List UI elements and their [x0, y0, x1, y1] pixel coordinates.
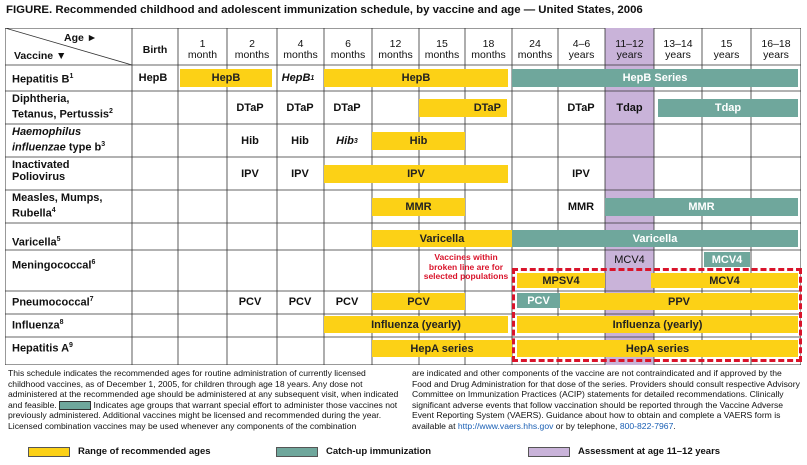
bar-dtap-15to18m: DTaP [419, 99, 507, 117]
figure-title: FIGURE. Recommended childhood and adoles… [6, 4, 643, 16]
bar-hepa-highrisk: HepA series [517, 340, 798, 357]
dose-dtap-4to6y: DTaP [567, 102, 595, 114]
dose-hepb-birth: HepB [138, 72, 168, 84]
bar-varicella-12to18m: Varicella [372, 230, 512, 247]
bar-mpsv4: MPSV4 [517, 273, 605, 288]
dose-hepb-4m: HepB 1 [281, 72, 315, 84]
dose-mcv4-11to12y: MCV4 [614, 253, 645, 266]
age-column-header: 15 months [424, 38, 460, 61]
bar-influenza-highrisk: Influenza (yearly) [517, 316, 798, 333]
bar-hepb-1to2m: HepB [180, 69, 272, 87]
footnote-left: This schedule indicates the recommended … [8, 368, 399, 431]
dose-pcv-2m: PCV [238, 296, 262, 308]
bar-influenza-6to24m: Influenza (yearly) [324, 316, 508, 333]
dose-hib-2m: Hib [241, 135, 259, 147]
vaccine-label-hib: Haemophilus influenzae type b3 [12, 126, 106, 154]
vaccine-label-mmr: Measles, Mumps, Rubella4 [12, 192, 103, 220]
age-column-header: 4–6 years [568, 38, 595, 61]
bar-varicella-catchup: Varicella [512, 230, 798, 247]
vaccine-label-hepb: Hepatitis B1 [12, 73, 74, 86]
broken-line-note: Vaccines within broken line are for sele… [423, 252, 509, 281]
selected-populations-box [512, 268, 802, 362]
bar-pcv-catchup: PCV [517, 293, 560, 308]
bar-ppv: PPV [560, 293, 798, 310]
bar-tdap-catchup: Tdap [658, 99, 798, 117]
vaccine-label-pneumococcal: Pneumococcal7 [12, 296, 94, 309]
age-column-header: 12 months [378, 38, 413, 61]
dose-ipv-4m: IPV [291, 168, 309, 180]
bar-mcv4-15y: MCV4 [704, 252, 750, 267]
vaccine-label-dtap: Diphtheria, Tetanus, Pertussis2 [12, 93, 113, 121]
bar-ipv-6to18m: IPV [324, 165, 508, 183]
dose-mmr-4to6y: MMR [567, 201, 595, 213]
age-column-header: 13–14 years [663, 38, 693, 61]
dose-ipv-4to6y: IPV [572, 168, 590, 180]
dose-dtap-4m: DTaP [286, 102, 314, 114]
age-column-header: 1 month [187, 38, 218, 61]
dose-tdap-11to12y: Tdap [616, 102, 643, 114]
age-column-header: 6 months [330, 38, 366, 61]
age-column-header: 2 months [234, 38, 270, 61]
bar-pcv-12to15m: PCV [372, 293, 465, 310]
bar-hepb-series-catchup: HepB Series [512, 69, 798, 87]
vaccine-label-varicella: Varicella5 [12, 236, 61, 249]
vaccine-label-influenza: Influenza8 [12, 319, 64, 332]
vaccine-header-label: Vaccine ▼ [14, 50, 67, 62]
vaccine-label-hepa: Hepatitis A9 [12, 342, 73, 355]
age-column-header: 11–12 years [615, 38, 644, 61]
dose-dtap-2m: DTaP [236, 102, 264, 114]
bar-hib-12to15m: Hib [372, 132, 465, 150]
bar-mmr-12to15m: MMR [372, 198, 465, 216]
dose-pcv-4m: PCV [288, 296, 312, 308]
legend-swatch-recommended [28, 446, 70, 457]
bar-mmr-catchup: MMR [605, 198, 798, 216]
catchup-inline-swatch [59, 401, 92, 411]
age-column-header: Birth [142, 44, 168, 56]
dose-ipv-2m: IPV [241, 168, 259, 180]
bar-mcv4-highrisk: MCV4 [651, 273, 798, 288]
age-column-header: 16–18 years [761, 38, 791, 61]
age-column-header: 4 months [283, 38, 318, 61]
legend-swatch-assessment [528, 446, 570, 457]
bar-hepb-6to18m: HepB [324, 69, 508, 87]
dose-pcv-6m: PCV [335, 296, 359, 308]
age-header-label: Age ► [64, 32, 98, 44]
age-column-header: 18 months [471, 38, 506, 61]
dose-hib-6m: Hib 3 [336, 135, 358, 147]
vaers-phone-link[interactable]: 800-822-7967 [619, 420, 674, 431]
legend-recommended: Range of recommended ages [28, 446, 211, 457]
vaccine-label-meningococcal: Meningococcal6 [12, 259, 96, 272]
footnote-right: are indicated and other components of th… [412, 368, 800, 431]
vaccine-label-ipv: Inactivated Poliovirus [12, 159, 70, 183]
legend-catchup: Catch-up immunization [276, 446, 431, 457]
legend-assessment: Assessment at age 11–12 years [528, 446, 720, 457]
age-column-header: 24 months [517, 38, 553, 61]
dose-dtap-6m: DTaP [333, 102, 361, 114]
legend-swatch-catchup [276, 446, 318, 457]
age-column-header: 15 years [713, 38, 740, 61]
vaers-link[interactable]: http://www.vaers.hhs.gov [457, 420, 554, 431]
dose-hib-4m: Hib [291, 135, 309, 147]
bar-hepa-12to24m: HepA series [372, 340, 512, 357]
